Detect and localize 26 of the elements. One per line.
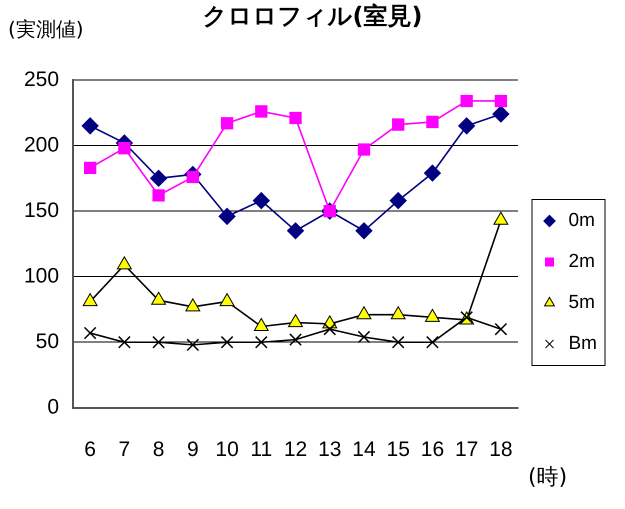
y-tick-label: 200 [24,133,60,156]
x-tick-label: 17 [454,438,478,462]
x-tick-label: 13 [318,438,342,462]
legend-label: 0m [568,210,595,232]
legend-label: 5m [568,292,595,314]
x-tick-label: 6 [84,438,96,462]
x-tick-label: 11 [250,438,272,462]
x-tick-label: 15 [386,438,410,462]
y-tick-label: 0 [47,396,60,419]
y-axis-title: (実測値) [8,16,84,43]
x-tick-label: 18 [489,438,513,462]
y-tick-label: 100 [24,264,60,288]
x-tick-label: 8 [152,438,164,462]
legend-label: 2m [568,251,595,272]
y-tick-label: 150 [24,198,60,222]
x-axis-title: (時) [528,464,568,492]
x-tick-label: 14 [352,438,376,462]
x-tick-label: 9 [186,438,199,462]
y-tick-label: 50 [36,330,60,354]
chart-title: クロロフィル(室見) [202,2,422,30]
x-tick-label: 10 [215,438,239,462]
legend-label: Bm [568,333,597,354]
x-tick-label: 12 [284,438,308,462]
x-tick-label: 7 [118,438,130,462]
x-tick-label: 16 [420,438,444,462]
y-tick-label: 250 [24,68,60,91]
